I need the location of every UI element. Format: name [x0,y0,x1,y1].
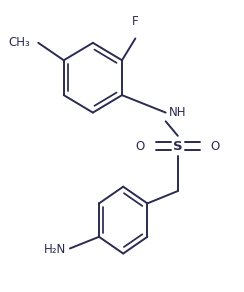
Text: CH₃: CH₃ [8,36,30,49]
Text: S: S [173,140,183,152]
Text: O: O [211,140,220,152]
Text: O: O [136,140,145,152]
Text: H₂N: H₂N [44,244,66,256]
Text: F: F [132,15,139,28]
Text: NH: NH [169,106,187,119]
